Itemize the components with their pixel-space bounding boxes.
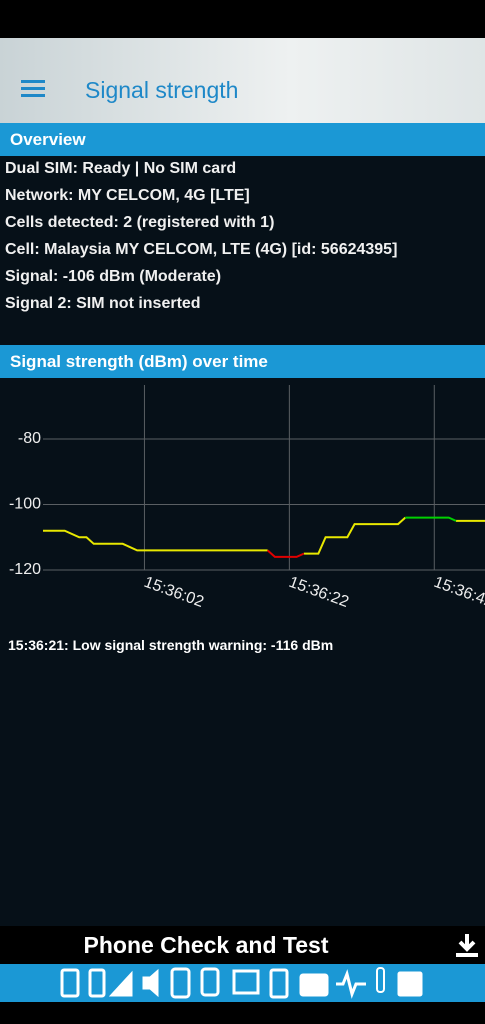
status-bar xyxy=(0,0,485,38)
download-icon[interactable] xyxy=(455,932,479,958)
y-tick-label: -80 xyxy=(18,430,41,447)
camera-icon[interactable] xyxy=(299,973,329,997)
sound-icon[interactable] xyxy=(142,968,159,998)
overview-line: Signal: -106 dBm (Moderate) xyxy=(5,268,222,285)
cpu-icon[interactable] xyxy=(397,971,423,997)
banner-text[interactable]: Phone Check and Test xyxy=(83,932,329,958)
sensor-icon[interactable] xyxy=(336,969,366,999)
touch-icon[interactable] xyxy=(200,967,220,997)
signal-icon[interactable] xyxy=(108,970,133,997)
y-tick-label: -100 xyxy=(9,496,41,513)
signal-line xyxy=(266,549,305,558)
info-icon[interactable] xyxy=(60,968,80,998)
overview-line: Cell: Malaysia MY CELCOM, LTE (4G) [id: … xyxy=(5,241,398,258)
app-title: Signal strength xyxy=(85,77,239,103)
menu-button[interactable] xyxy=(21,80,45,98)
signal-line xyxy=(405,516,457,522)
x-tick-label: 15:36:02 xyxy=(142,574,206,611)
overview-line: Network: MY CELCOM, 4G [LTE] xyxy=(5,187,250,204)
temperature-icon[interactable] xyxy=(376,967,385,993)
banner: Phone Check and Test xyxy=(0,926,485,964)
overview-line: Signal 2: SIM not inserted xyxy=(5,295,201,312)
phone-icon[interactable] xyxy=(170,967,191,999)
section-title: Overview xyxy=(10,130,86,149)
section-header: Overview xyxy=(0,123,485,156)
tool-bar xyxy=(0,964,485,1002)
overview-line: Cells detected: 2 (registered with 1) xyxy=(5,214,275,231)
x-tick-label: 15:36:22 xyxy=(287,574,351,611)
section-header: Signal strength (dBm) over time xyxy=(0,345,485,378)
x-tick-label: 15:36:42 xyxy=(431,574,485,611)
y-tick-label: -120 xyxy=(9,561,41,578)
chart: -120 -100 -80 15:36:02 15:36:22 15:36:42 xyxy=(9,385,485,611)
warning-text: 15:36:21: Low signal strength warning: -… xyxy=(8,637,334,653)
charge-icon[interactable] xyxy=(269,968,289,999)
overview-line: Dual SIM: Ready | No SIM card xyxy=(5,160,237,177)
signal-line xyxy=(43,516,485,555)
section-title: Signal strength (dBm) over time xyxy=(10,352,268,371)
image-icon[interactable] xyxy=(232,969,260,995)
battery-icon[interactable] xyxy=(88,968,106,998)
nav-bar xyxy=(0,1002,485,1024)
app-bar: Signal strength xyxy=(0,38,485,123)
